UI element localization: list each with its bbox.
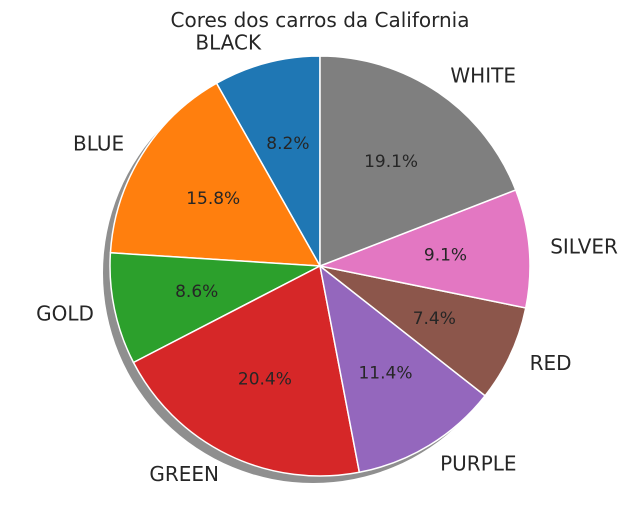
pie-slice-white <box>319 55 517 267</box>
slice-label-purple: PURPLE <box>440 451 516 475</box>
slice-label-red: RED <box>530 351 572 375</box>
slice-percent-white: 19.1% <box>364 152 418 172</box>
slice-label-black: BLACK <box>195 31 262 55</box>
slice-percent-red: 7.4% <box>413 309 456 329</box>
pie-labels: BLACK 8.2% BLUE 15.8% GOLD 8.6% GREEN 20.4% PURP… <box>36 31 618 486</box>
slice-percent-gold: 8.6% <box>175 282 218 302</box>
slice-label-white: WHITE <box>450 63 516 87</box>
slice-percent-black: 8.2% <box>266 134 309 154</box>
slice-label-gold: GOLD <box>36 302 94 326</box>
slice-percent-silver: 9.1% <box>424 245 467 265</box>
pie-slice-blue <box>109 82 321 267</box>
slice-percent-green: 20.4% <box>238 369 292 389</box>
slice-percent-blue: 15.8% <box>186 189 240 209</box>
slice-label-green: GREEN <box>149 462 219 486</box>
pie-slice-green <box>132 265 361 477</box>
slice-label-silver: SILVER <box>550 234 618 258</box>
slice-percent-purple: 11.4% <box>358 364 412 384</box>
pie-slices <box>109 55 531 477</box>
pie-slice-gold <box>109 252 321 364</box>
pie-slice-red <box>319 265 527 397</box>
chart-title: Cores dos carros da California <box>171 8 470 32</box>
slice-label-blue: BLUE <box>73 132 124 156</box>
pie-slice-black <box>215 55 321 267</box>
pie-slice-silver <box>319 189 531 309</box>
pie-slice-purple <box>319 265 486 474</box>
